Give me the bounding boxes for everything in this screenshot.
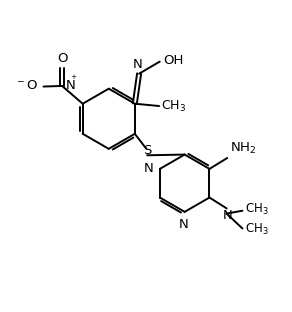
Text: N: N bbox=[223, 209, 232, 222]
Text: $^+$: $^+$ bbox=[69, 75, 77, 85]
Text: N: N bbox=[65, 79, 75, 92]
Text: OH: OH bbox=[164, 54, 184, 67]
Text: CH$_3$: CH$_3$ bbox=[245, 222, 268, 236]
Text: S: S bbox=[143, 144, 152, 158]
Text: N: N bbox=[144, 162, 154, 174]
Text: N: N bbox=[179, 217, 188, 231]
Text: CH$_3$: CH$_3$ bbox=[245, 202, 268, 217]
Text: $^-$O: $^-$O bbox=[15, 80, 39, 92]
Text: CH$_3$: CH$_3$ bbox=[161, 99, 187, 114]
Text: NH$_2$: NH$_2$ bbox=[230, 141, 256, 156]
Text: O: O bbox=[57, 52, 67, 65]
Text: N: N bbox=[133, 58, 142, 71]
